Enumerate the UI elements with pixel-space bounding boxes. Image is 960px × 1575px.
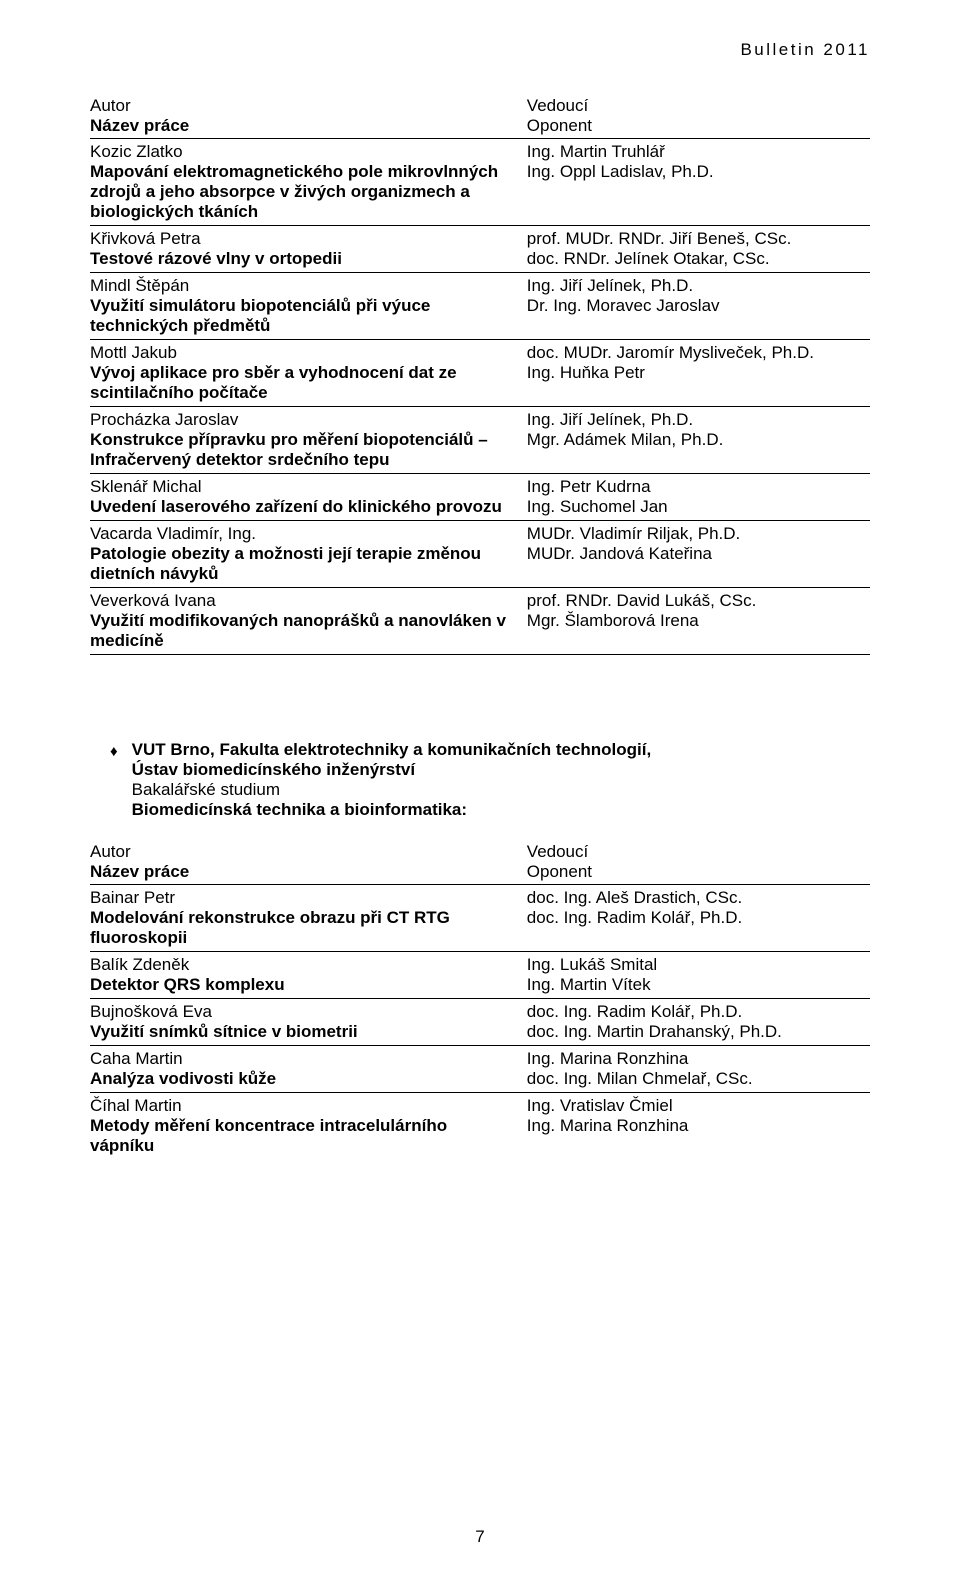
- section2-line4: Biomedicínská technika a bioinformatika:: [132, 800, 652, 820]
- entry-author: Balík Zdeněk: [90, 955, 507, 975]
- entry-author: Caha Martin: [90, 1049, 507, 1069]
- entry-author: Bujnošková Eva: [90, 1002, 507, 1022]
- page-number: 7: [0, 1527, 960, 1547]
- table-row: Vacarda Vladimír, Ing.Patologie obezity …: [90, 520, 870, 587]
- entry-opponent: doc. Ing. Milan Chmelař, CSc.: [527, 1069, 870, 1089]
- table-row: Procházka JaroslavKonstrukce přípravku p…: [90, 406, 870, 473]
- entry-title: Vývoj aplikace pro sběr a vyhodnocení da…: [90, 363, 507, 403]
- entry-opponent: MUDr. Jandová Kateřina: [527, 544, 870, 564]
- entry-opponent: Ing. Huňka Petr: [527, 363, 870, 383]
- entry-supervisor: prof. MUDr. RNDr. Jiří Beneš, CSc.: [527, 229, 870, 249]
- col-opponent-label: Oponent: [527, 862, 870, 882]
- entry-supervisor: Ing. Jiří Jelínek, Ph.D.: [527, 410, 870, 430]
- entry-author: Veverková Ivana: [90, 591, 507, 611]
- entry-supervisor: doc. MUDr. Jaromír Mysliveček, Ph.D.: [527, 343, 870, 363]
- col-author-label: Autor: [90, 96, 527, 116]
- entry-title: Využití modifikovaných nanoprášků a nano…: [90, 611, 507, 651]
- entry-opponent: Ing. Suchomel Jan: [527, 497, 870, 517]
- col-supervisor-label: Vedoucí: [527, 96, 870, 116]
- entry-title: Využití snímků sítnice v biometrii: [90, 1022, 507, 1042]
- entry-supervisor: Ing. Martin Truhlář: [527, 142, 870, 162]
- table-row: Křivková PetraTestové rázové vlny v orto…: [90, 225, 870, 272]
- entry-opponent: Mgr. Šlamborová Irena: [527, 611, 870, 631]
- table-row: Caha MartinAnalýza vodivosti kůže Ing. Ma…: [90, 1045, 870, 1092]
- section-2-heading: ♦ VUT Brno, Fakulta elektrotechniky a ko…: [90, 740, 870, 820]
- entry-opponent: Ing. Oppl Ladislav, Ph.D.: [527, 162, 870, 182]
- table-row: Veverková IvanaVyužití modifikovaných na…: [90, 587, 870, 654]
- entry-supervisor: MUDr. Vladimír Riljak, Ph.D.: [527, 524, 870, 544]
- entry-supervisor: doc. Ing. Radim Kolář, Ph.D.: [527, 1002, 870, 1022]
- col-opponent-label: Oponent: [527, 116, 870, 136]
- table-row: Kozic ZlatkoMapování elektromagnetického…: [90, 138, 870, 225]
- table-row: Sklenář MichalUvedení laserového zařízen…: [90, 473, 870, 520]
- col-author-label: Autor: [90, 842, 527, 862]
- entry-title: Uvedení laserového zařízení do klinickéh…: [90, 497, 507, 517]
- entry-title: Metody měření koncentrace intracelulární…: [90, 1116, 507, 1156]
- page-header: Bulletin 2011: [90, 40, 870, 60]
- entry-supervisor: Ing. Vratislav Čmiel: [527, 1096, 870, 1116]
- entry-author: Sklenář Michal: [90, 477, 507, 497]
- section2-line2: Ústav biomedicínského inženýrství: [132, 760, 652, 780]
- entries-table-2: Bainar PetrModelování rekonstrukce obraz…: [90, 884, 870, 1159]
- entry-title: Modelování rekonstrukce obrazu při CT RT…: [90, 908, 507, 948]
- entry-opponent: doc. Ing. Radim Kolář, Ph.D.: [527, 908, 870, 928]
- entry-title: Patologie obezity a možnosti její terapi…: [90, 544, 507, 584]
- col-title-label: Název práce: [90, 116, 527, 136]
- entry-supervisor: doc. Ing. Aleš Drastich, CSc.: [527, 888, 870, 908]
- entry-author: Bainar Petr: [90, 888, 507, 908]
- column-headers-1: Autor Název práce Vedoucí Oponent: [90, 96, 870, 138]
- table-row: Mottl JakubVývoj aplikace pro sběr a vyh…: [90, 339, 870, 406]
- entry-supervisor: prof. RNDr. David Lukáš, CSc.: [527, 591, 870, 611]
- entry-author: Mindl Štěpán: [90, 276, 507, 296]
- entry-title: Detektor QRS komplexu: [90, 975, 507, 995]
- entry-author: Mottl Jakub: [90, 343, 507, 363]
- entry-supervisor: Ing. Marina Ronzhina: [527, 1049, 870, 1069]
- entry-supervisor: Ing. Lukáš Smital: [527, 955, 870, 975]
- entry-opponent: Mgr. Adámek Milan, Ph.D.: [527, 430, 870, 450]
- entry-title: Mapování elektromagnetického pole mikrov…: [90, 162, 507, 222]
- section2-line1: VUT Brno, Fakulta elektrotechniky a komu…: [132, 740, 652, 760]
- entry-author: Procházka Jaroslav: [90, 410, 507, 430]
- entry-opponent: doc. RNDr. Jelínek Otakar, CSc.: [527, 249, 870, 269]
- entries-table-1: Kozic ZlatkoMapování elektromagnetického…: [90, 138, 870, 655]
- entry-author: Kozic Zlatko: [90, 142, 507, 162]
- table-row: Mindl ŠtěpánVyužití simulátoru biopotenc…: [90, 272, 870, 339]
- entry-author: Křivková Petra: [90, 229, 507, 249]
- entry-opponent: Ing. Marina Ronzhina: [527, 1116, 870, 1136]
- entry-opponent: Ing. Martin Vítek: [527, 975, 870, 995]
- entry-author: Číhal Martin: [90, 1096, 507, 1116]
- table-row: Číhal MartinMetody měření koncentrace in…: [90, 1092, 870, 1159]
- entry-title: Analýza vodivosti kůže: [90, 1069, 507, 1089]
- entry-title: Testové rázové vlny v ortopedii: [90, 249, 507, 269]
- entry-author: Vacarda Vladimír, Ing.: [90, 524, 507, 544]
- section2-line3: Bakalářské studium: [132, 780, 652, 800]
- table-row: Balík ZdeněkDetektor QRS komplexu Ing. Lu…: [90, 951, 870, 998]
- col-supervisor-label: Vedoucí: [527, 842, 870, 862]
- entry-supervisor: Ing. Jiří Jelínek, Ph.D.: [527, 276, 870, 296]
- bullet-icon: ♦: [110, 743, 118, 760]
- entry-opponent: doc. Ing. Martin Drahanský, Ph.D.: [527, 1022, 870, 1042]
- table-row: Bujnošková EvaVyužití snímků sítnice v b…: [90, 998, 870, 1045]
- col-title-label: Název práce: [90, 862, 527, 882]
- column-headers-2: Autor Název práce Vedoucí Oponent: [90, 842, 870, 884]
- entry-title: Využití simulátoru biopotenciálů při výu…: [90, 296, 507, 336]
- entry-title: Konstrukce přípravku pro měření biopoten…: [90, 430, 507, 470]
- entry-opponent: Dr. Ing. Moravec Jaroslav: [527, 296, 870, 316]
- entry-supervisor: Ing. Petr Kudrna: [527, 477, 870, 497]
- table-row: Bainar PetrModelování rekonstrukce obraz…: [90, 884, 870, 951]
